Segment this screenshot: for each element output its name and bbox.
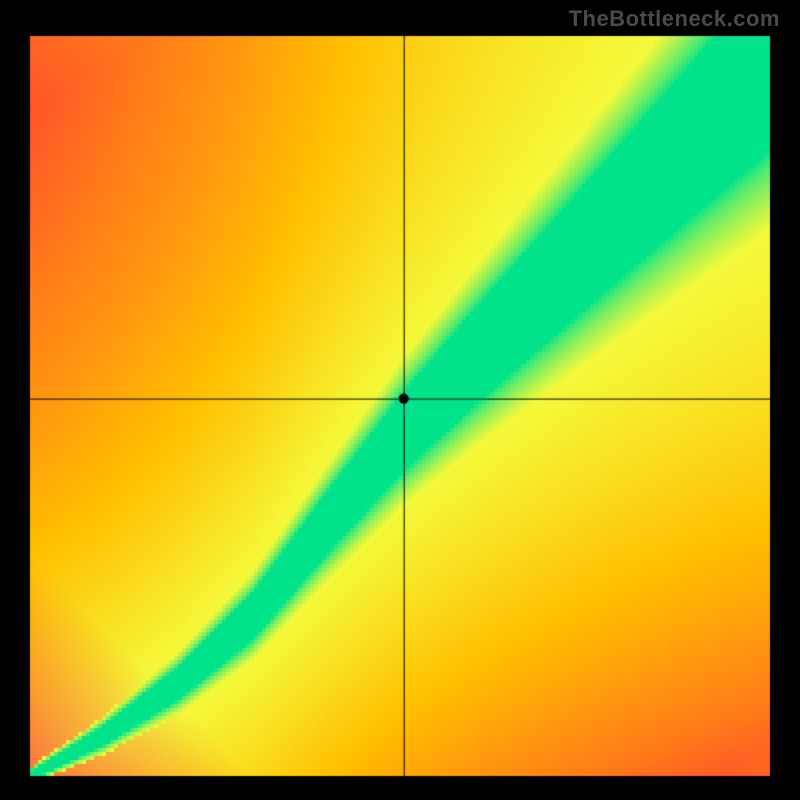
bottleneck-heatmap: [0, 0, 800, 800]
chart-container: TheBottleneck.com: [0, 0, 800, 800]
watermark-text: TheBottleneck.com: [569, 6, 780, 32]
